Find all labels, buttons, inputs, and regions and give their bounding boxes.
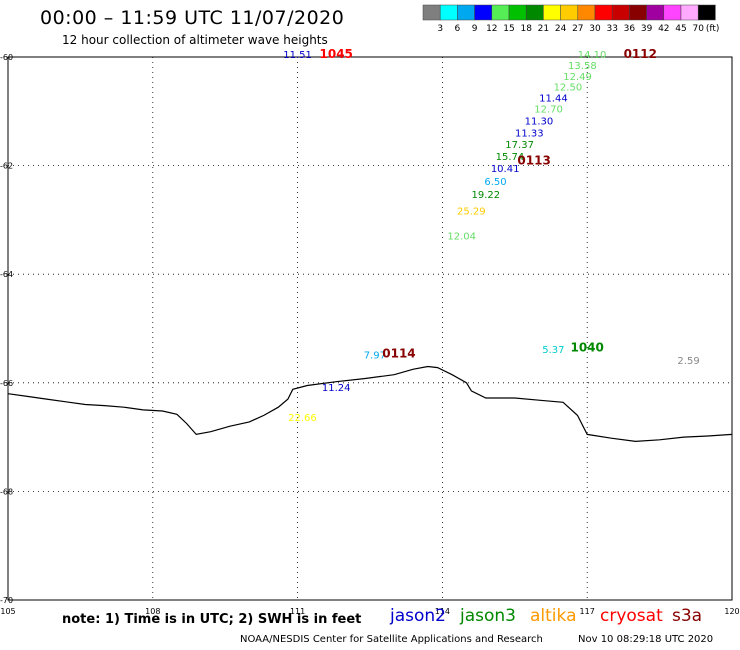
- legend-swatch: [646, 4, 665, 21]
- legend-swatch: [577, 4, 596, 21]
- wave-height-label: 11.33: [515, 128, 544, 139]
- satellite-s3a: s3a: [672, 606, 703, 626]
- satellite-jason2: jason2: [390, 606, 446, 626]
- wave-height-label: 6.50: [484, 177, 506, 188]
- legend-swatch: [439, 4, 458, 21]
- legend-swatch: [474, 4, 493, 21]
- wave-height-label: 11.44: [539, 94, 568, 105]
- legend-swatch: [663, 4, 682, 21]
- legend-swatch: [594, 4, 613, 21]
- coastline: [7, 365, 733, 443]
- lat-tick-label: -62: [0, 162, 13, 171]
- wave-height-label: 13.58: [568, 61, 597, 72]
- wave-height-label: 7.97: [364, 350, 386, 361]
- lon-tick-label: 111: [290, 607, 305, 616]
- legend-label: 3: [437, 24, 443, 34]
- legend-label: 6: [455, 24, 461, 34]
- legend-swatch: [611, 4, 630, 21]
- legend-label: 33: [606, 24, 617, 34]
- lat-tick-label: -68: [0, 487, 13, 496]
- legend-label: 45: [675, 24, 686, 34]
- wave-height-label: 12.50: [554, 83, 583, 94]
- lon-tick-label: 108: [145, 607, 160, 616]
- legend-label: 27: [572, 24, 583, 34]
- legend-unit: (ft): [706, 24, 720, 34]
- color-legend: 3 6 9 12 15 18 21 24 27 30 33 36 39 42 45 70 (ft): [422, 4, 720, 34]
- wave-height-label: 10.41: [491, 164, 520, 175]
- wave-height-label: 25.29: [457, 206, 486, 217]
- wave-height-label: 5.37: [542, 345, 564, 356]
- legend-label: 36: [624, 24, 636, 34]
- legend-swatch: [560, 4, 579, 21]
- legend-swatch: [457, 4, 475, 21]
- map-frame: [7, 56, 733, 601]
- wave-height-label: 19.22: [472, 190, 501, 201]
- legend-label: 30: [589, 24, 601, 34]
- legend-label: 70: [692, 24, 704, 34]
- wave-height-labels: 11.51 14.1013.5812.4912.5011.4412.7011.30…: [283, 50, 699, 424]
- wave-height-label: 12.04: [447, 231, 476, 242]
- wave-height-label: 22.66: [288, 413, 317, 424]
- page-title: 00:00 – 11:59 UTC 11/07/2020: [40, 7, 345, 29]
- legend-label: 24: [555, 24, 567, 34]
- legend-swatch: [543, 4, 561, 21]
- satellite-cryosat: cryosat: [600, 606, 663, 626]
- pass-time-label: 1045: [320, 47, 353, 61]
- legend-swatch: [422, 4, 441, 21]
- wave-height-label: 14.10: [578, 50, 607, 61]
- wave-height-label: 12.70: [534, 104, 563, 115]
- generated-timestamp: Nov 10 08:29:18 UTC 2020: [578, 634, 714, 645]
- lat-tick-label: -70: [0, 596, 13, 605]
- wave-height-label: 15.74: [496, 152, 525, 163]
- legend-swatch: [697, 4, 716, 21]
- credit-text: NOAA/NESDIS Center for Satellite Applica…: [240, 634, 543, 645]
- legend-swatch: [525, 4, 544, 21]
- wave-height-label: 11.30: [525, 116, 554, 127]
- legend-label: 15: [503, 24, 514, 34]
- satellite-jason3: jason3: [460, 606, 516, 626]
- footer-note: note: 1) Time is in UTC; 2) SWH is in fe…: [62, 612, 362, 627]
- lat-tick-label: -64: [0, 270, 13, 279]
- legend-swatch: [508, 4, 527, 21]
- legend-label: 21: [538, 24, 549, 34]
- legend-label: 9: [472, 24, 478, 34]
- lon-tick-label: 105: [0, 607, 15, 616]
- lat-tick-label: -60: [0, 53, 13, 62]
- pass-time-label: 0113: [517, 154, 550, 168]
- lon-tick-label: 117: [580, 607, 595, 616]
- pass-time-label: 0114: [382, 346, 415, 360]
- axis-ticks: 105 108 111 114 117 120 -60 -62 -64 -66 -68 -70: [0, 53, 740, 616]
- lat-tick-label: -66: [0, 379, 13, 388]
- pass-time-label: 0112: [624, 47, 657, 61]
- pass-time-labels: 1045 0112 0113 0114 1040: [320, 47, 657, 360]
- map-grid: [7, 56, 733, 601]
- pass-time-label: 1040: [570, 340, 603, 354]
- legend-label: 12: [486, 24, 497, 34]
- legend-label: 18: [520, 24, 532, 34]
- satellite-altika: altika: [530, 606, 577, 626]
- wave-height-label: 2.59: [677, 356, 699, 367]
- legend-label: 42: [658, 24, 669, 34]
- lon-tick-label: 114: [435, 607, 450, 616]
- legend-swatch: [680, 4, 699, 21]
- lon-tick-label: 120: [724, 607, 739, 616]
- legend-swatch: [629, 4, 647, 21]
- legend-swatch: [491, 4, 510, 21]
- wave-height-label: 11.51: [283, 50, 312, 61]
- page-subtitle: 12 hour collection of altimeter wave hei…: [62, 33, 328, 47]
- wave-height-label: 11.24: [322, 383, 351, 394]
- wave-height-label: 12.49: [563, 72, 592, 83]
- legend-label: 39: [641, 24, 653, 34]
- wave-height-label: 17.37: [505, 140, 534, 151]
